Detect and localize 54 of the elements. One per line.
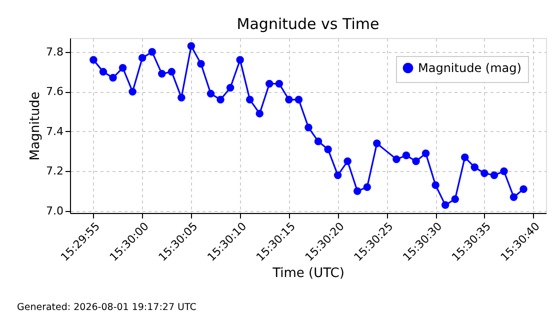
x-axis-title: Time (UTC) xyxy=(272,266,344,282)
y-tick-label: 7.4 xyxy=(46,124,64,138)
point xyxy=(118,64,127,72)
y-tick-label: 7.0 xyxy=(46,204,64,218)
point xyxy=(441,201,450,209)
point xyxy=(412,157,420,166)
text: Generated: 2026-08-01 19:17:27 UTC xyxy=(17,302,197,313)
point xyxy=(285,96,293,104)
point xyxy=(206,90,215,98)
point xyxy=(344,157,352,166)
y-axis-title: Magnitude xyxy=(28,92,44,160)
point xyxy=(490,171,498,180)
point xyxy=(353,187,362,195)
point xyxy=(294,96,303,104)
point xyxy=(500,167,508,176)
point xyxy=(432,181,440,190)
point xyxy=(363,183,372,192)
point xyxy=(168,68,176,76)
point xyxy=(216,96,224,104)
y-tick-label: 7.8 xyxy=(46,45,64,58)
point xyxy=(510,193,518,201)
chart-title: Magnitude vs Time xyxy=(236,15,380,33)
point xyxy=(236,56,244,64)
point xyxy=(520,185,528,193)
point xyxy=(334,171,342,180)
point xyxy=(392,155,400,164)
point xyxy=(314,138,322,146)
point xyxy=(275,80,284,88)
point xyxy=(451,195,459,203)
point xyxy=(304,124,312,132)
point xyxy=(480,169,488,178)
point xyxy=(461,153,469,162)
y-tick-label: 7.2 xyxy=(46,164,64,178)
legend-label: Magnitude (mag) xyxy=(418,61,522,75)
point xyxy=(373,140,381,148)
point xyxy=(197,60,205,68)
point xyxy=(422,149,430,158)
point xyxy=(109,74,117,82)
point xyxy=(324,146,332,154)
point xyxy=(128,88,136,96)
point xyxy=(90,56,98,64)
point xyxy=(187,42,196,50)
y-tick-label: 7.6 xyxy=(46,85,64,98)
point xyxy=(402,151,410,160)
point xyxy=(148,48,156,56)
point xyxy=(266,80,274,88)
point xyxy=(226,84,234,92)
point xyxy=(158,70,166,78)
point xyxy=(99,68,108,76)
point xyxy=(470,163,479,172)
point xyxy=(256,110,264,118)
point xyxy=(138,54,146,62)
point xyxy=(178,94,186,102)
point xyxy=(246,96,254,104)
